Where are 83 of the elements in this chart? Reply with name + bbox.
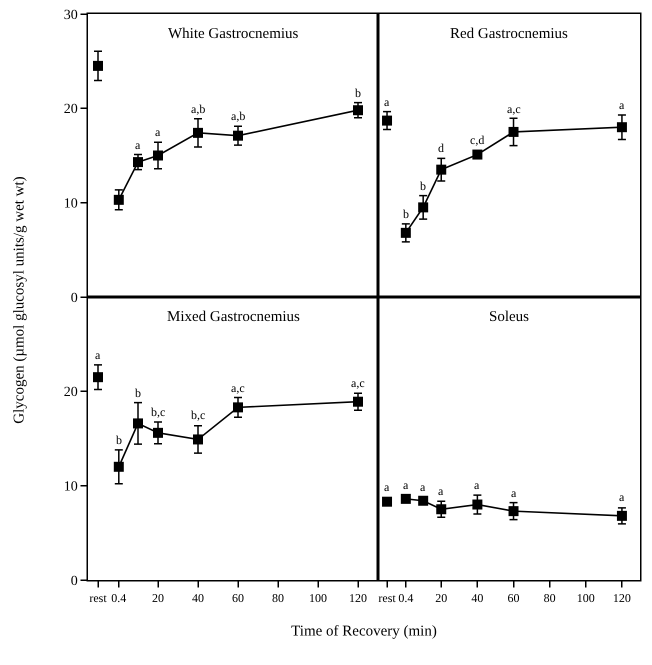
point — [114, 194, 124, 205]
y-tick-label: 20 — [64, 102, 78, 118]
y-axis-title: Glycogen (µmol glucosyl units/g wet wt) — [12, 176, 28, 424]
annotation: b — [116, 433, 122, 447]
annotation: a — [619, 98, 625, 112]
point — [353, 105, 363, 116]
y-tick-label: 0 — [70, 290, 78, 306]
annotation: a — [155, 125, 161, 139]
annotation: a,c — [231, 381, 245, 395]
point — [418, 496, 428, 506]
point — [114, 462, 124, 472]
point — [400, 494, 411, 504]
point — [93, 60, 103, 71]
text: Soleus — [489, 309, 530, 325]
annotation: a — [619, 490, 625, 504]
x-tick-label: 40 — [471, 590, 484, 605]
annotation: a — [403, 478, 409, 492]
point — [616, 122, 627, 132]
annotation: b — [403, 207, 409, 221]
x-tick-label: 60 — [232, 590, 244, 605]
point — [353, 396, 363, 407]
annotation: b — [135, 386, 141, 400]
x-tick-label: 80 — [544, 590, 556, 605]
x-tick-label: 120 — [612, 590, 631, 605]
annotation: c,d — [470, 133, 484, 147]
x-tick-label: rest — [378, 590, 396, 605]
annotation: a,b — [231, 109, 246, 123]
point — [418, 202, 428, 212]
point — [133, 157, 143, 168]
annotation: b,c — [191, 408, 206, 422]
y-tick-label: 0 — [70, 574, 78, 589]
annotation: b — [355, 86, 361, 100]
point — [93, 372, 103, 382]
annotation: d — [438, 141, 444, 155]
annotation: b — [420, 179, 426, 193]
point — [193, 128, 203, 138]
text: White Gastrocnemius — [168, 26, 299, 42]
point — [436, 504, 446, 514]
x-tick-label: 20 — [152, 590, 164, 605]
x-tick-label: rest — [89, 590, 108, 605]
x-tick-label: 120 — [349, 590, 367, 605]
point — [508, 506, 519, 516]
point — [616, 510, 627, 521]
annotation: a — [474, 478, 480, 492]
point — [233, 402, 243, 412]
x-tick-label: 20 — [435, 590, 448, 605]
y-tick-label: 30 — [64, 8, 78, 23]
x-tick-label: 100 — [576, 590, 595, 605]
x-tick-label: 0.4 — [398, 590, 414, 605]
y-tick-label: 20 — [64, 385, 78, 400]
annotation: a — [511, 486, 517, 500]
x-tick-label: 100 — [309, 590, 327, 605]
point — [153, 150, 163, 160]
x-tick-label: 40 — [192, 590, 204, 605]
point — [472, 500, 482, 510]
point — [472, 150, 482, 160]
point — [133, 418, 143, 428]
x-tick-label: 80 — [272, 590, 284, 605]
point — [193, 434, 203, 444]
x-tick-label: 60 — [508, 590, 520, 605]
point — [436, 164, 446, 175]
y-tick-label: 10 — [64, 196, 78, 212]
x-tick-label: 0.4 — [111, 590, 126, 605]
annotation: a — [384, 95, 390, 109]
point — [233, 130, 243, 141]
y-tick-label: 10 — [64, 480, 78, 495]
annotation: b,c — [151, 405, 166, 419]
point — [382, 496, 392, 507]
point — [382, 116, 392, 126]
point — [400, 228, 411, 238]
text: Red Gastrocnemius — [450, 26, 568, 42]
point — [153, 428, 163, 438]
annotation: a — [420, 480, 426, 494]
annotation: a,b — [191, 102, 206, 116]
annotation: a,c — [351, 376, 365, 390]
annotation: a — [438, 484, 444, 498]
x-axis-title: Time of Recovery (min) — [291, 624, 437, 640]
annotation: a — [384, 480, 390, 494]
annotation: a — [95, 348, 101, 362]
annotation: a — [135, 138, 141, 152]
text: Mixed Gastrocnemius — [167, 309, 300, 325]
annotation: a,c — [507, 102, 521, 116]
point — [508, 126, 519, 137]
